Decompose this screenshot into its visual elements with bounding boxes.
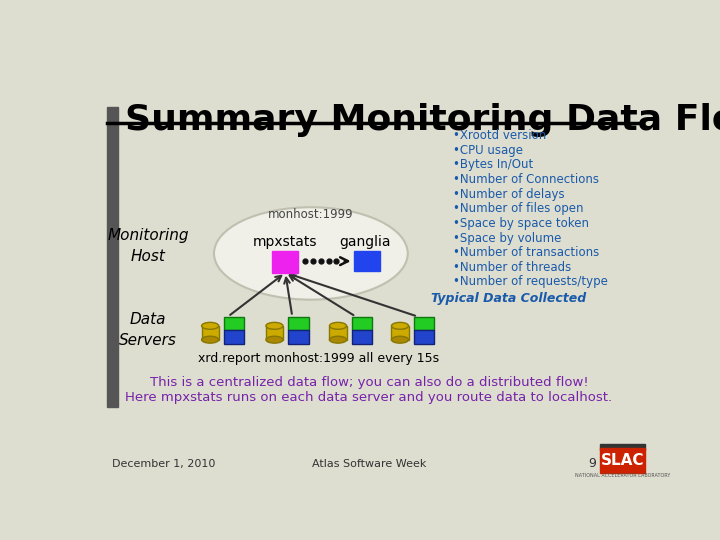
Ellipse shape [392, 322, 408, 329]
Text: Monitoring
Host: Monitoring Host [107, 228, 189, 264]
Text: •Space by volume: •Space by volume [453, 232, 561, 245]
Bar [107, 107, 118, 408]
Ellipse shape [266, 322, 283, 329]
Text: Typical Data Collected: Typical Data Collected [431, 292, 586, 305]
Text: ganglia: ganglia [339, 235, 391, 249]
Text: •Bytes In/Out: •Bytes In/Out [453, 158, 533, 171]
Bar [289, 316, 309, 330]
Text: •CPU usage: •CPU usage [453, 144, 523, 157]
Ellipse shape [202, 336, 219, 343]
Text: Atlas Software Week: Atlas Software Week [312, 458, 426, 469]
Bar [224, 316, 244, 330]
Text: December 1, 2010: December 1, 2010 [112, 458, 215, 469]
Bar [392, 326, 408, 340]
Bar [330, 326, 346, 340]
Bar [414, 330, 434, 345]
Bar [202, 326, 219, 340]
Ellipse shape [330, 322, 346, 329]
Text: mpxstats: mpxstats [253, 235, 318, 249]
Bar [354, 251, 380, 271]
Text: This is a centralized data flow; you can also do a distributed flow!: This is a centralized data flow; you can… [150, 375, 588, 389]
Bar [272, 251, 299, 273]
Bar [600, 444, 645, 450]
Text: •Number of threads: •Number of threads [453, 261, 571, 274]
Text: •Number of transactions: •Number of transactions [453, 246, 599, 259]
Ellipse shape [392, 336, 408, 343]
Ellipse shape [266, 336, 283, 343]
Text: NATIONAL ACCELERATOR LABORATORY: NATIONAL ACCELERATOR LABORATORY [575, 474, 670, 478]
Text: 9: 9 [588, 457, 596, 470]
Bar [600, 448, 645, 473]
Text: xrd.report monhost:1999 all every 15s: xrd.report monhost:1999 all every 15s [198, 353, 439, 366]
Text: Here mpxstats runs on each data server and you route data to localhost.: Here mpxstats runs on each data server a… [125, 391, 613, 404]
Ellipse shape [202, 322, 219, 329]
Text: •Xrootd version: •Xrootd version [453, 129, 546, 142]
Text: SLAC: SLAC [600, 453, 644, 468]
Bar [414, 316, 434, 330]
Text: •Number of requests/type: •Number of requests/type [453, 275, 608, 288]
Text: •Space by space token: •Space by space token [453, 217, 589, 230]
Bar [266, 326, 283, 340]
Bar [352, 316, 372, 330]
Text: Data
Servers: Data Servers [120, 313, 177, 348]
Text: •Number of Connections: •Number of Connections [453, 173, 599, 186]
Ellipse shape [214, 207, 408, 300]
Bar [352, 330, 372, 345]
Text: •Number of files open: •Number of files open [453, 202, 583, 215]
Bar [224, 330, 244, 345]
Text: monhost:1999: monhost:1999 [268, 208, 354, 221]
Ellipse shape [330, 336, 346, 343]
Bar [289, 330, 309, 345]
Text: •Number of delays: •Number of delays [453, 188, 564, 201]
Text: Summary Monitoring Data Flow: Summary Monitoring Data Flow [125, 103, 720, 137]
